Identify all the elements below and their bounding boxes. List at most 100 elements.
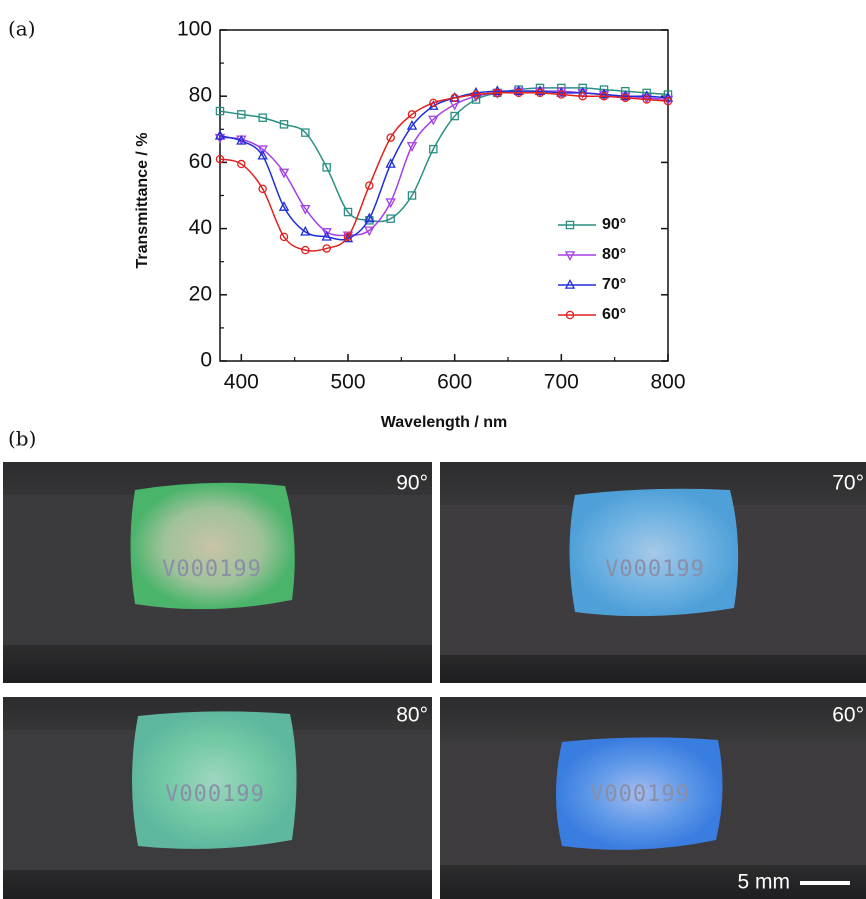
- legend-entry: 70°: [558, 276, 626, 293]
- y-tick-label: 40: [189, 216, 212, 239]
- y-tick-label: 100: [177, 18, 212, 41]
- marker: [322, 163, 331, 172]
- marker: [406, 120, 418, 130]
- marker: [386, 133, 395, 142]
- marker: [429, 98, 438, 108]
- marker: [565, 310, 575, 320]
- series-line: [219, 92, 669, 252]
- marker: [471, 90, 481, 99]
- marker: [429, 144, 438, 154]
- marker: [321, 228, 332, 238]
- series-line: [219, 90, 669, 241]
- marker: [214, 129, 226, 140]
- photo-label: 70°: [832, 472, 864, 495]
- marker: [342, 232, 354, 243]
- marker: [214, 133, 226, 144]
- marker: [385, 198, 396, 209]
- scale-bar: [800, 881, 850, 885]
- marker: [237, 159, 246, 169]
- sample-text: V000199: [605, 557, 705, 582]
- marker: [257, 149, 268, 160]
- marker: [578, 91, 587, 101]
- photo: V000199 90°: [3, 462, 432, 683]
- legend-text: 90°: [602, 216, 626, 233]
- legend-text: 70°: [602, 276, 626, 293]
- photo: V000199 60° 5 mm: [440, 697, 866, 899]
- scale-bar-label: 5 mm: [738, 871, 791, 894]
- plot: 0 20 40 60 80 100 400 500 600 700 800 Wavelength / …: [134, 18, 685, 432]
- marker: [450, 93, 459, 103]
- plot-frame: [219, 29, 669, 362]
- panel-label: (a): [8, 17, 36, 41]
- photo-label: 80°: [396, 704, 428, 727]
- marker: [407, 191, 417, 200]
- marker: [279, 120, 289, 129]
- marker: [236, 134, 247, 145]
- marker: [258, 113, 267, 122]
- legend-entry: 80°: [558, 246, 626, 263]
- marker: [642, 95, 651, 104]
- marker: [258, 184, 267, 194]
- marker: [278, 201, 290, 211]
- marker: [215, 154, 225, 164]
- marker: [557, 90, 566, 99]
- marker: [564, 251, 576, 261]
- marker: [535, 88, 545, 98]
- y-tick-label: 60: [189, 150, 212, 173]
- marker: [365, 181, 374, 190]
- photo-label: 90°: [396, 472, 428, 495]
- marker: [300, 204, 311, 215]
- marker: [406, 142, 418, 152]
- legend-text: 80°: [602, 246, 626, 263]
- x-tick-label: 700: [544, 371, 579, 394]
- marker: [322, 244, 331, 253]
- marker: [301, 128, 310, 137]
- marker: [565, 220, 575, 230]
- legend-entry: 60°: [558, 306, 626, 323]
- y-axis-title: Transmittance / %: [134, 132, 151, 268]
- photo: V000199 70°: [440, 462, 866, 683]
- marker: [663, 96, 673, 106]
- marker: [578, 83, 587, 93]
- sample-text: V000199: [165, 782, 265, 807]
- sample-text: V000199: [590, 782, 690, 807]
- marker: [386, 214, 395, 223]
- y-tick-label: 80: [189, 84, 212, 107]
- x-tick-label: 400: [224, 371, 259, 394]
- legend-text: 60°: [602, 306, 626, 323]
- series-line: [219, 90, 669, 237]
- x-tick-label: 500: [330, 371, 365, 394]
- marker: [564, 279, 576, 289]
- photo-label: 60°: [832, 704, 864, 727]
- marker: [237, 110, 246, 119]
- marker: [385, 158, 396, 168]
- x-tick-label: 800: [650, 371, 685, 394]
- marker: [279, 232, 289, 242]
- x-tick-label: 600: [437, 371, 472, 394]
- marker: [342, 231, 354, 242]
- marker: [257, 145, 268, 156]
- y-tick-label: 20: [189, 282, 212, 305]
- marker: [514, 88, 523, 98]
- marker: [621, 93, 630, 103]
- panel-label: (b): [8, 427, 36, 451]
- legend-entry: 90°: [558, 216, 626, 233]
- marker: [450, 111, 459, 121]
- marker: [364, 212, 375, 223]
- marker: [364, 226, 375, 237]
- y-tick-label: 0: [200, 349, 212, 372]
- marker: [343, 232, 353, 242]
- marker: [300, 225, 311, 236]
- marker: [513, 87, 524, 98]
- marker: [278, 168, 290, 179]
- marker: [599, 91, 609, 101]
- sample-text: V000199: [162, 557, 262, 582]
- marker: [407, 110, 417, 119]
- marker: [321, 230, 332, 241]
- marker: [428, 115, 439, 126]
- photo: V000199 80°: [3, 697, 432, 899]
- marker: [301, 245, 310, 255]
- marker: [493, 88, 502, 98]
- series-line: [219, 87, 669, 223]
